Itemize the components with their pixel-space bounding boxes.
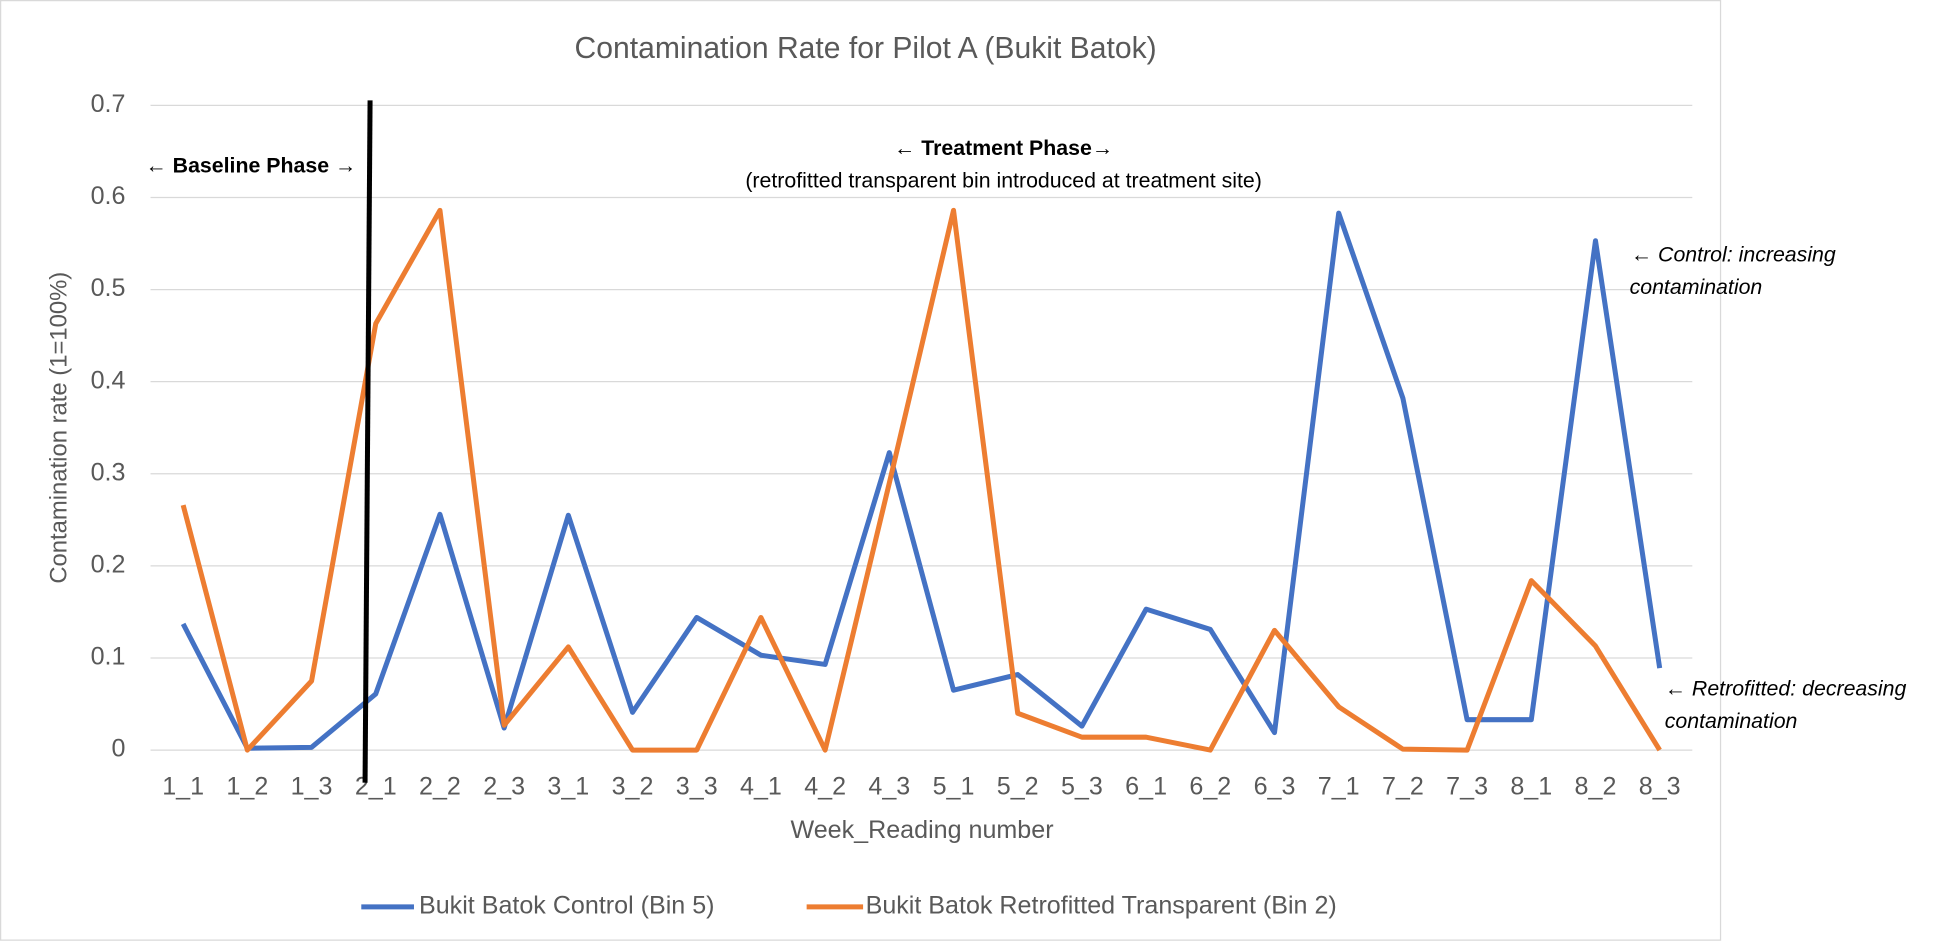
x-tick-label: 8_2 [1575,772,1617,800]
x-tick-label: 4_3 [868,772,910,800]
annotation: ← Control: increasing [1631,243,1836,267]
y-tick-label: 0.3 [91,458,126,486]
series-line [180,210,1663,751]
x-tick-label: 3_1 [547,772,589,800]
x-tick-label: 6_3 [1254,772,1296,800]
annotation: (retrofitted transparent bin introduced … [745,169,1262,193]
x-axis-title: Week_Reading number [791,816,1054,844]
phase-divider [362,100,373,783]
y-tick-label: 0.5 [91,274,126,302]
x-tick-label: 2_1 [355,772,397,800]
x-tick-label: 1_2 [226,772,268,800]
y-tick-label: 0 [111,735,125,763]
y-axis-title: Contamination rate (1=100%) [46,272,73,584]
x-tick-label: 4_2 [804,772,846,800]
x-tick-label: 5_1 [933,772,975,800]
series-line [180,207,1662,753]
x-tick-label: 6_1 [1125,772,1167,800]
x-tick-label: 3_3 [676,772,718,800]
x-tick-label: 3_2 [612,772,654,800]
x-tick-label: 2_3 [483,772,525,800]
legend-label: Bukit Batok Retrofitted Transparent (Bin… [866,892,1337,920]
x-tick-label: 7_3 [1446,772,1488,800]
chart-frame [0,0,1722,941]
x-tick-label: 7_1 [1318,772,1360,800]
annotation: ← Baseline Phase → [145,153,356,177]
annotation: ← Retrofitted: decreasing [1665,677,1907,701]
annotation: contamination [1665,709,1798,733]
x-tick-label: 1_3 [291,772,333,800]
x-tick-label: 1_1 [162,772,204,800]
y-tick-label: 0.2 [91,551,126,579]
annotation: contamination [1630,275,1763,299]
chart-title: Contamination Rate for Pilot A (Bukit Ba… [575,32,1157,65]
x-tick-label: 6_2 [1189,772,1231,800]
x-tick-label: 8_3 [1639,772,1681,800]
y-tick-label: 0.6 [91,182,126,210]
x-tick-label: 8_1 [1510,772,1552,800]
annotation: ← Treatment Phase→ [894,136,1113,160]
y-tick-label: 0.4 [91,366,126,394]
legend-label: Bukit Batok Control (Bin 5) [419,892,715,920]
x-tick-label: 7_2 [1382,772,1424,800]
x-tick-label: 5_2 [997,772,1039,800]
x-tick-label: 5_3 [1061,772,1103,800]
x-tick-label: 2_2 [419,772,461,800]
y-tick-label: 0.7 [91,90,126,118]
x-tick-label: 4_1 [740,772,782,800]
y-tick-label: 0.1 [91,643,126,671]
